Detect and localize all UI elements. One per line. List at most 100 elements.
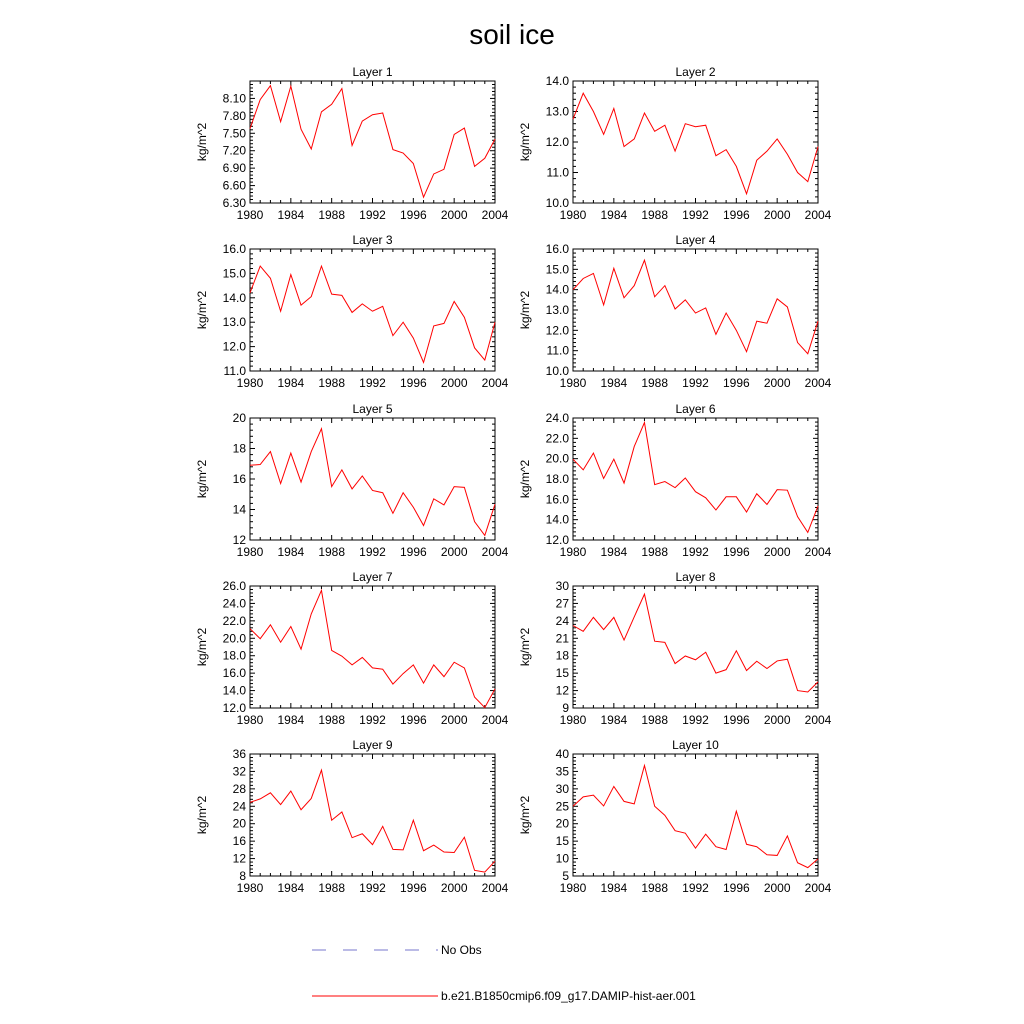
series-line (572, 592, 819, 693)
series-line (572, 420, 819, 534)
x-tick-label: 1996 (723, 376, 750, 390)
x-tick-label: 1992 (682, 376, 709, 390)
x-tick-label: 2004 (482, 545, 509, 559)
series-line (572, 258, 819, 355)
panel-title: Layer 10 (672, 738, 719, 752)
y-tick-label: 7.50 (223, 126, 247, 140)
y-tick-label: 24.0 (223, 596, 247, 610)
x-tick-label: 2004 (805, 881, 832, 895)
plot-frame (249, 248, 496, 372)
x-tick-label: 1980 (560, 713, 587, 727)
x-tick-label: 1992 (359, 713, 386, 727)
figure-title: soil ice (469, 19, 555, 50)
x-tick-label: 1988 (641, 376, 668, 390)
y-tick-label: 24 (233, 799, 247, 813)
x-tick-label: 1992 (359, 208, 386, 222)
x-tick-label: 2004 (805, 208, 832, 222)
y-tick-label: 18 (556, 649, 570, 663)
y-axis-label: kg/m^2 (195, 796, 209, 835)
y-axis-label: kg/m^2 (195, 123, 209, 162)
legend-no-obs-label: No Obs (441, 943, 482, 957)
x-tick-label: 2004 (482, 881, 509, 895)
y-tick-label: 16.0 (546, 492, 570, 506)
y-tick-label: 6.60 (223, 179, 247, 193)
x-tick-label: 1980 (237, 881, 264, 895)
x-tick-label: 1980 (237, 713, 264, 727)
x-tick-label: 1996 (400, 208, 427, 222)
y-tick-label: 12.0 (223, 340, 247, 354)
y-tick-label: 40 (556, 747, 570, 761)
panel-layer-1: Layer 1 1980 1984 1988 1992 1996 2000 2004 6.30 6… (195, 65, 509, 222)
y-tick-label: 20 (233, 817, 247, 831)
x-tick-label: 1992 (359, 881, 386, 895)
y-tick-label: 18.0 (546, 472, 570, 486)
y-tick-label: 12 (556, 684, 570, 698)
y-tick-label: 7.20 (223, 144, 247, 158)
y-tick-label: 24 (556, 614, 570, 628)
panel-layer-6: Layer 6 1980 1984 1988 1992 1996 2000 2004 12.0 1… (518, 402, 832, 559)
y-tick-label: 30 (556, 782, 570, 796)
x-tick-label: 1992 (682, 713, 709, 727)
y-tick-label: 11.0 (547, 166, 570, 180)
y-axis-label: kg/m^2 (518, 291, 532, 330)
y-tick-label: 13.0 (546, 105, 570, 119)
x-tick-label: 1996 (723, 208, 750, 222)
y-tick-label: 20 (233, 411, 247, 425)
x-tick-label: 1996 (400, 545, 427, 559)
panel-title: Layer 8 (675, 570, 715, 584)
x-tick-label: 1984 (600, 713, 627, 727)
y-tick-label: 9 (562, 701, 569, 715)
y-tick-label: 22.0 (223, 614, 247, 628)
y-tick-label: 11.0 (547, 344, 570, 358)
x-tick-label: 2004 (805, 713, 832, 727)
panel-title: Layer 4 (675, 233, 715, 247)
x-tick-label: 1984 (277, 881, 304, 895)
x-tick-label: 1980 (237, 208, 264, 222)
x-tick-label: 1992 (682, 208, 709, 222)
y-tick-label: 20 (556, 817, 570, 831)
x-tick-label: 2000 (764, 881, 791, 895)
panel-title: Layer 2 (675, 65, 715, 79)
y-tick-label: 12.0 (223, 701, 247, 715)
y-tick-label: 16 (233, 472, 247, 486)
y-axis-label: kg/m^2 (195, 460, 209, 499)
plot-frame (572, 753, 819, 877)
y-tick-label: 27 (556, 596, 570, 610)
x-tick-label: 1992 (359, 545, 386, 559)
series-line (249, 264, 496, 364)
plot-frame (249, 417, 496, 541)
x-tick-label: 1996 (400, 376, 427, 390)
x-tick-label: 1996 (400, 881, 427, 895)
x-tick-label: 2000 (441, 376, 468, 390)
x-tick-label: 1996 (400, 713, 427, 727)
x-tick-label: 2000 (764, 208, 791, 222)
y-tick-label: 8 (239, 869, 246, 883)
x-tick-label: 1988 (641, 208, 668, 222)
y-tick-label: 12.0 (546, 135, 570, 149)
y-tick-label: 32 (233, 764, 247, 778)
y-tick-label: 8.10 (223, 91, 247, 105)
x-tick-label: 1984 (277, 713, 304, 727)
x-tick-label: 1984 (277, 376, 304, 390)
x-tick-label: 2004 (482, 208, 509, 222)
x-tick-label: 1992 (682, 545, 709, 559)
x-tick-label: 1980 (560, 208, 587, 222)
y-tick-label: 20.0 (546, 452, 570, 466)
y-tick-label: 15 (556, 834, 570, 848)
x-tick-label: 1996 (723, 881, 750, 895)
x-tick-label: 1996 (723, 713, 750, 727)
y-tick-label: 16.0 (223, 242, 247, 256)
y-axis-label: kg/m^2 (195, 291, 209, 330)
x-tick-label: 1980 (560, 881, 587, 895)
x-tick-label: 1980 (560, 545, 587, 559)
panel-title: Layer 1 (352, 65, 392, 79)
panel-title: Layer 7 (352, 570, 392, 584)
y-tick-label: 14.0 (223, 684, 247, 698)
y-tick-label: 7.80 (223, 109, 247, 123)
x-tick-label: 2000 (764, 713, 791, 727)
y-tick-label: 16 (233, 834, 247, 848)
panel-grid: Layer 1 1980 1984 1988 1992 1996 2000 2004 6.30 6… (195, 65, 832, 895)
x-tick-label: 1988 (318, 376, 345, 390)
panel-layer-7: Layer 7 1980 1984 1988 1992 1996 2000 2004 12.0 1… (195, 570, 509, 727)
